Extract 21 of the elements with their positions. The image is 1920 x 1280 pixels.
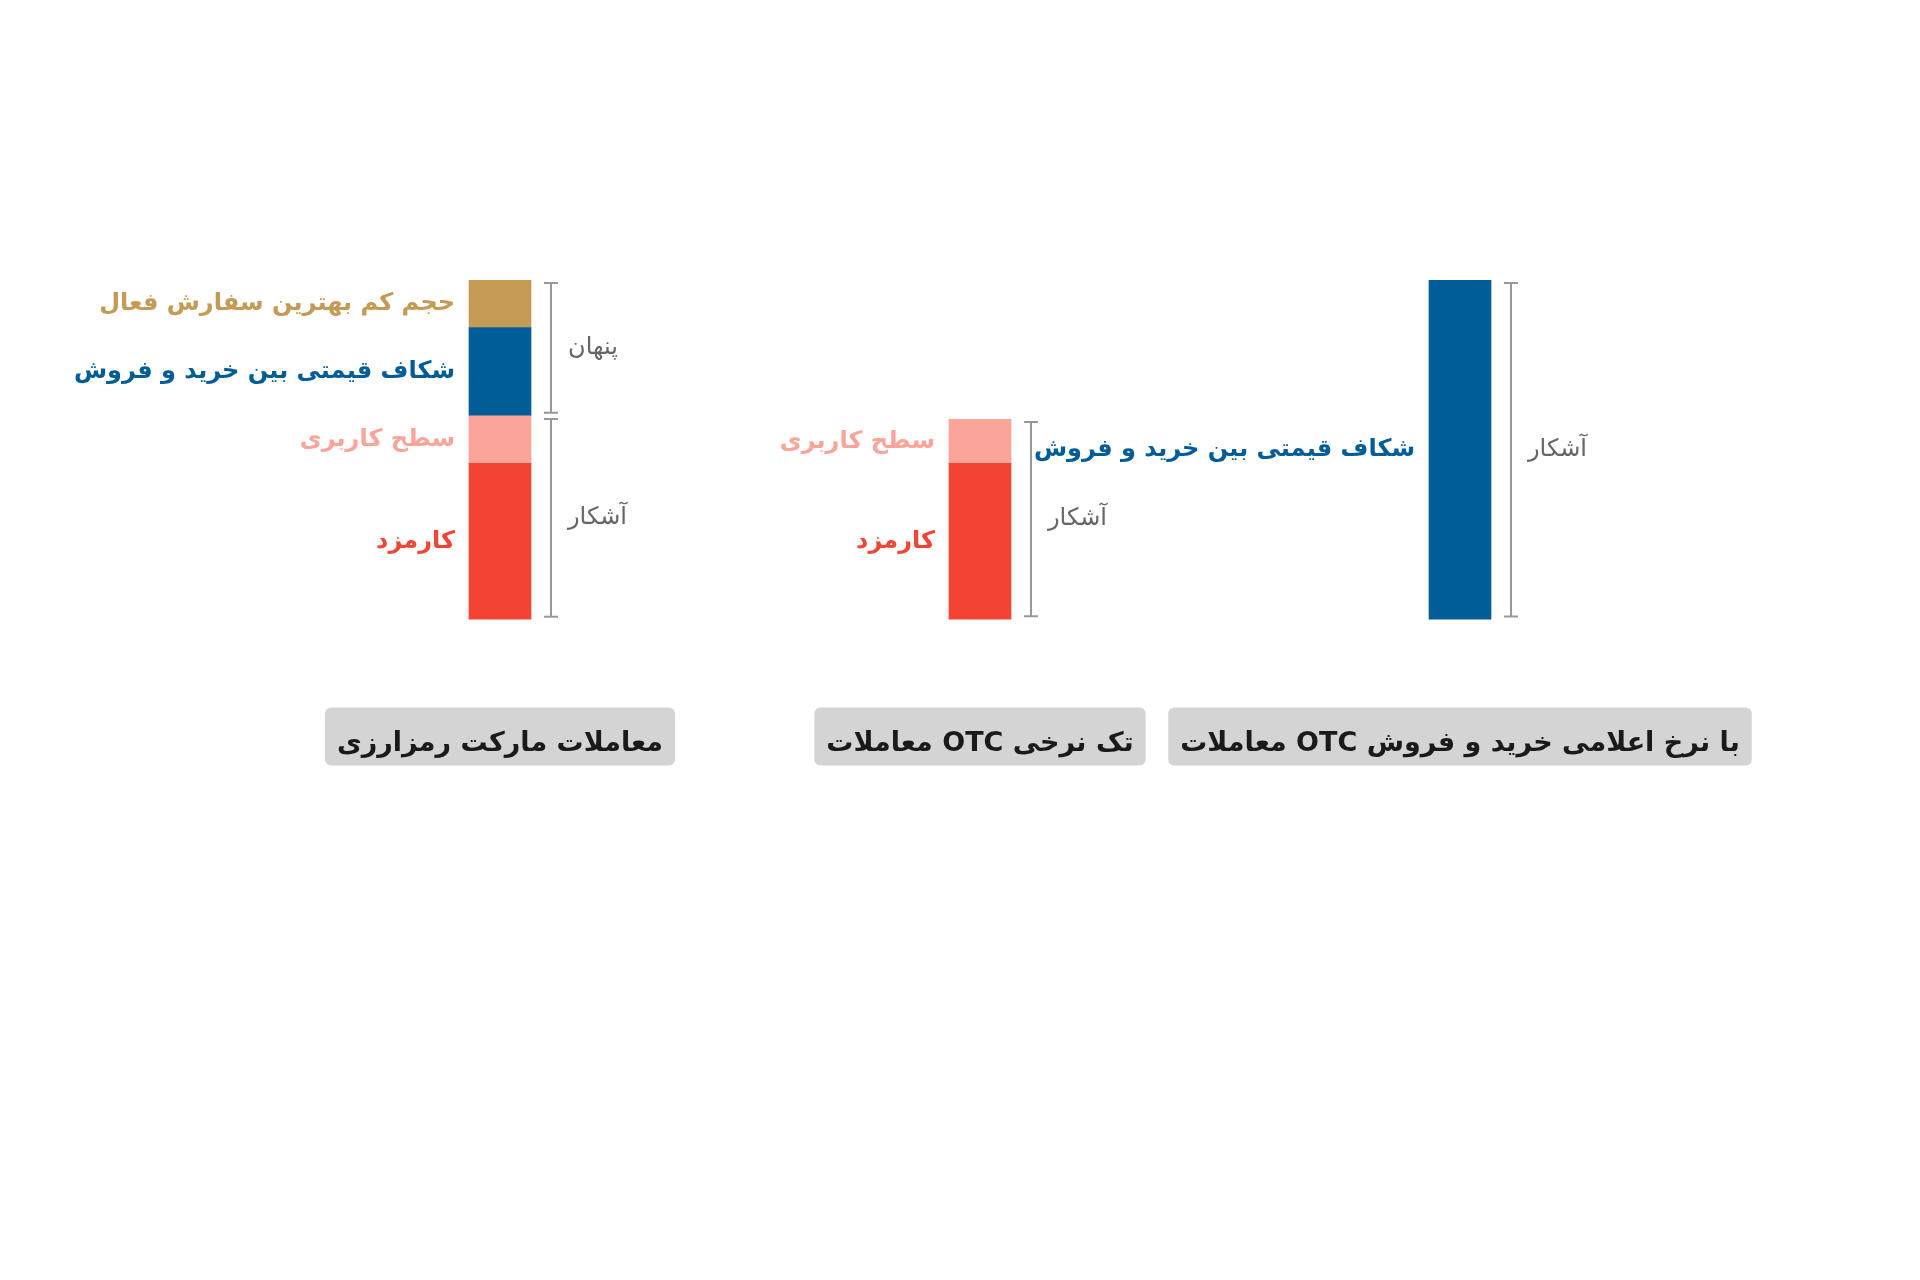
bar [948, 463, 1012, 620]
x-tick-label: معاملات OTC با نرخ اعلامی خرید و فروش [1180, 725, 1740, 758]
series-label: کارمزد [856, 525, 936, 554]
annotation: آشکار [568, 501, 627, 530]
x-tick-label: معاملات OTC تک نرخی [826, 725, 1134, 758]
text: شکاف قیمتی بین خرید و فروش [1033, 434, 1415, 463]
x-tick-label: معاملات مارکت رمزارزی [336, 725, 664, 758]
bar [948, 418, 1012, 464]
series-label: سطح کاربری [779, 425, 935, 454]
text: سطح کاربری [299, 423, 455, 452]
series-label: شکاف قیمتی بین خرید و فروش [73, 355, 455, 384]
annotation: آشکار [1048, 503, 1107, 532]
bar [468, 463, 532, 620]
bar [468, 327, 532, 417]
text: کارمزد [376, 525, 455, 554]
bar [468, 280, 532, 328]
bar [468, 415, 532, 464]
bar [1428, 280, 1492, 620]
annotation: پنهان [568, 331, 618, 360]
annotation: آشکار [1528, 433, 1587, 462]
series-label: حجم کم بهترین سفارش فعال [99, 288, 455, 317]
